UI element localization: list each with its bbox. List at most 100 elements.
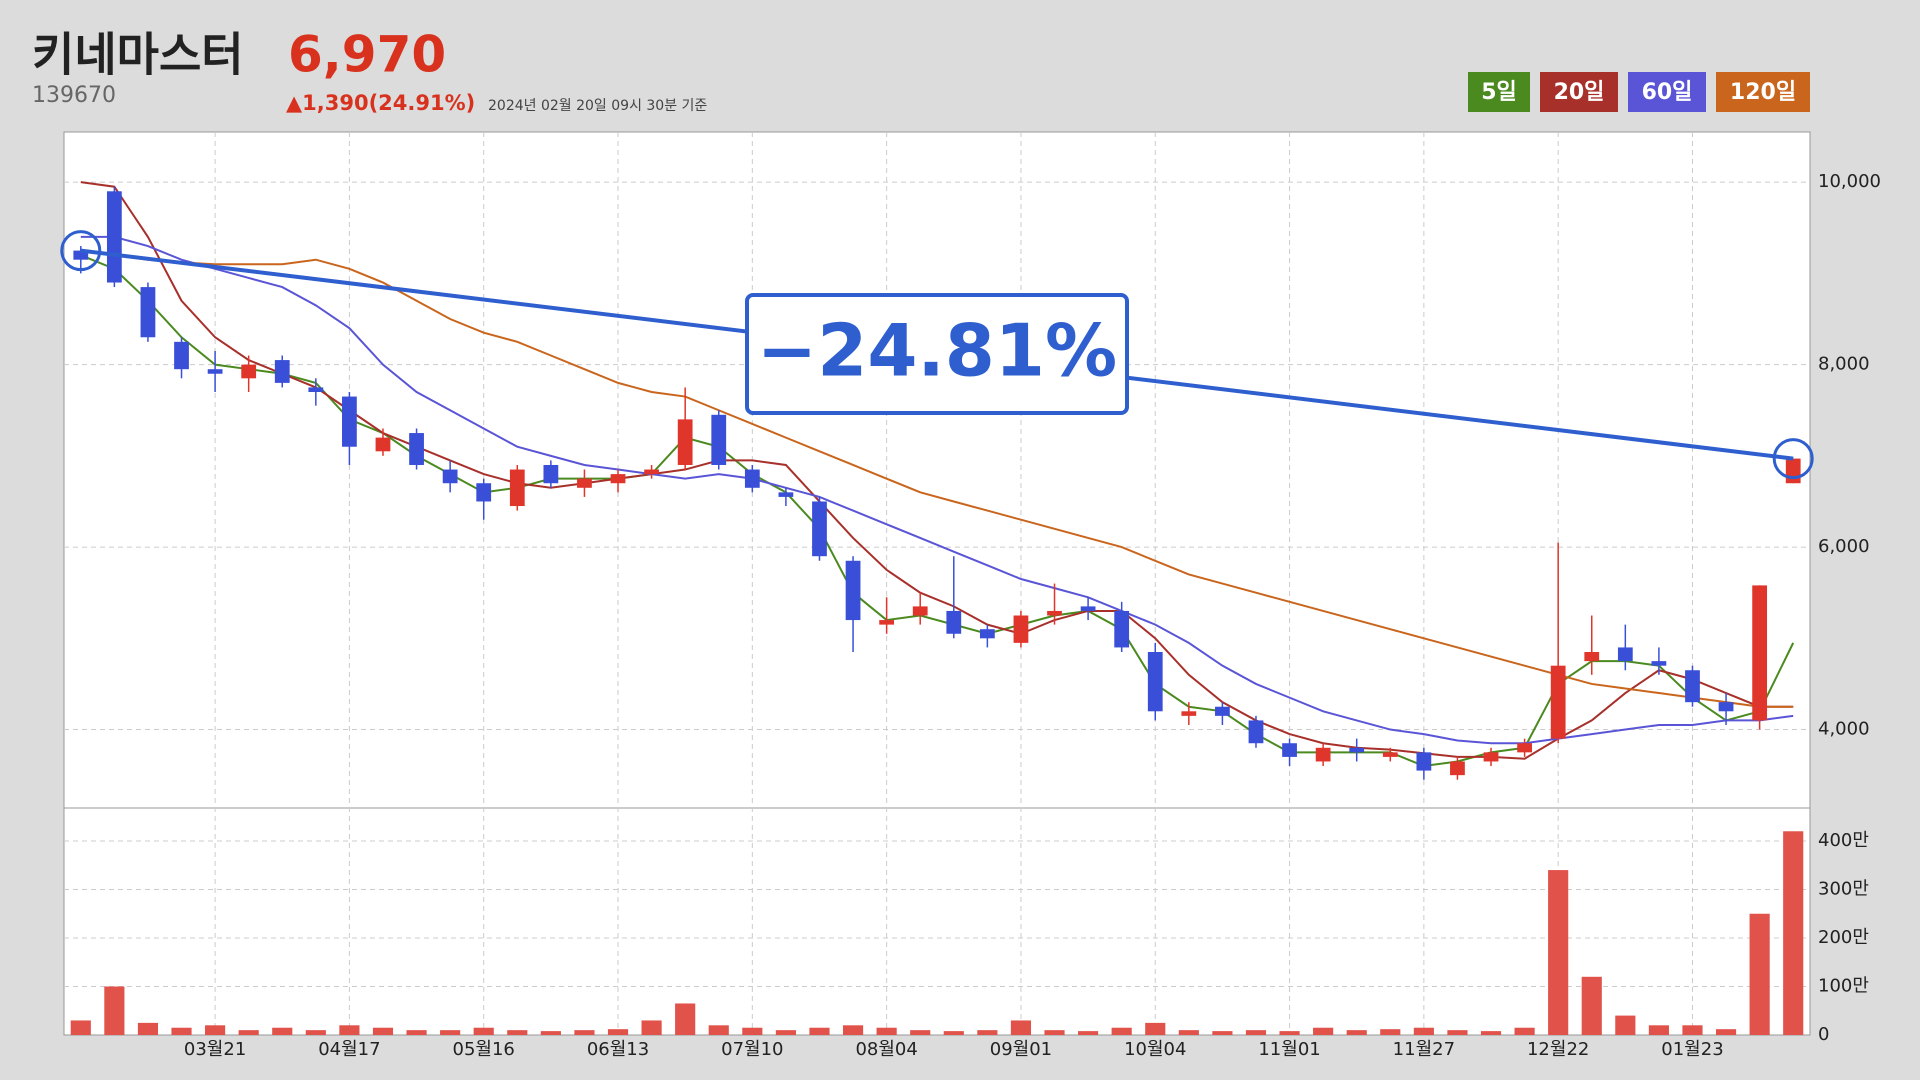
candle-body [979,629,995,639]
candle-body [1517,743,1532,753]
volume-bar [910,1030,931,1035]
candle-body [1248,720,1264,744]
candle-body [207,369,223,374]
candle-body [1215,706,1230,716]
volume-bar [977,1030,998,1035]
volume-bar [1111,1027,1132,1035]
x-tick-label: 05월16 [453,1039,515,1060]
volume-bar [1715,1029,1737,1035]
volume-bar [574,1030,595,1035]
candle-body [1382,752,1398,757]
volume-bar [708,1025,729,1035]
candle-body [879,620,895,625]
legend-box [1716,72,1810,112]
y-tick-label: 4,000 [1818,719,1870,740]
x-tick-label: 06월13 [587,1039,649,1060]
volume-bar [1010,1020,1032,1035]
candle-body [1450,761,1465,776]
volume-bar [507,1030,528,1035]
candle-body [375,437,391,452]
stock-price: 6,970 [288,26,446,84]
candle-body [1349,747,1365,753]
timestamp: 2024년 02월 20일 09시 30분 기준 [488,98,707,114]
x-tick-label: 04월17 [318,1039,380,1060]
volume-bar [742,1027,763,1035]
volume-tick-label: 200만 [1818,927,1869,948]
candle-body [342,396,357,447]
legend-label: 5일 [1481,80,1517,105]
volume-bar [272,1027,293,1035]
volume-bar [1615,1015,1636,1035]
candle-body [174,341,189,370]
volume-bar [1313,1027,1334,1035]
candle-body [1685,670,1700,703]
volume-bar [238,1030,259,1035]
ma-line [80,181,1794,760]
volume-bar [440,1030,461,1035]
candle-body [610,474,626,484]
x-tick-label: 11월27 [1393,1039,1455,1060]
volume-bar [1548,870,1569,1035]
volume-bar [305,1030,326,1035]
volume-bar [1783,831,1804,1035]
candle-body [1147,652,1163,712]
candle-body [1013,615,1029,643]
candle-body [845,560,861,621]
legend-box [1540,72,1618,112]
candle-body [442,469,458,484]
candle-body [73,250,89,260]
candle-body [744,469,760,488]
candle-body [778,492,794,497]
volume-bar [1178,1030,1199,1035]
volume-bar [1682,1025,1703,1035]
candle-body [476,483,492,502]
legend-label: 60일 [1642,80,1693,105]
volume-tick-label: 0 [1818,1024,1829,1045]
volume-bar [104,986,125,1035]
candle-body [1752,585,1768,721]
x-tick-label: 12월22 [1527,1039,1589,1060]
x-tick-label: 09월01 [990,1039,1052,1060]
volume-bar [943,1031,964,1035]
volume-bar [1581,976,1602,1035]
volume-bar [1648,1025,1669,1035]
volume-bar [372,1027,394,1035]
candle-body [1282,743,1297,757]
volume-bar [137,1022,159,1035]
x-tick-label: 11월01 [1258,1039,1320,1060]
volume-bar [607,1029,629,1035]
volume-bar [641,1020,662,1035]
volume-bar [1514,1027,1535,1035]
candle-body [140,287,156,338]
candle-body [1483,752,1499,762]
candle-body [1047,610,1062,616]
volume-bar [171,1027,192,1035]
volume-bar [1279,1031,1300,1035]
legend-box [1628,72,1706,112]
annotation-end [1772,438,1814,480]
volume-bar [1480,1031,1502,1035]
candle-body [1651,661,1667,666]
volume-bar [1245,1030,1267,1035]
volume-bar [675,1003,696,1035]
volume-bar [70,1020,91,1035]
y-tick-label: 6,000 [1818,536,1870,557]
volume-bar [1078,1031,1099,1035]
x-tick-label: 10월04 [1124,1039,1186,1060]
volume-bar [1044,1030,1065,1035]
price-change: ▲1,390(24.91%) [286,91,475,115]
volume-tick-label: 300만 [1818,878,1869,899]
candle-body [1617,647,1633,662]
volume-bar [1447,1030,1468,1035]
x-tick-label: 08월04 [855,1039,917,1060]
candle-body [711,414,727,465]
volume-bar [1413,1027,1434,1035]
volume-bar [205,1025,226,1035]
candle-body [912,606,928,616]
ma-line [80,249,1794,708]
candle-body [1718,702,1734,712]
x-tick-label: 03월21 [184,1039,246,1060]
ma-line [80,254,1795,768]
